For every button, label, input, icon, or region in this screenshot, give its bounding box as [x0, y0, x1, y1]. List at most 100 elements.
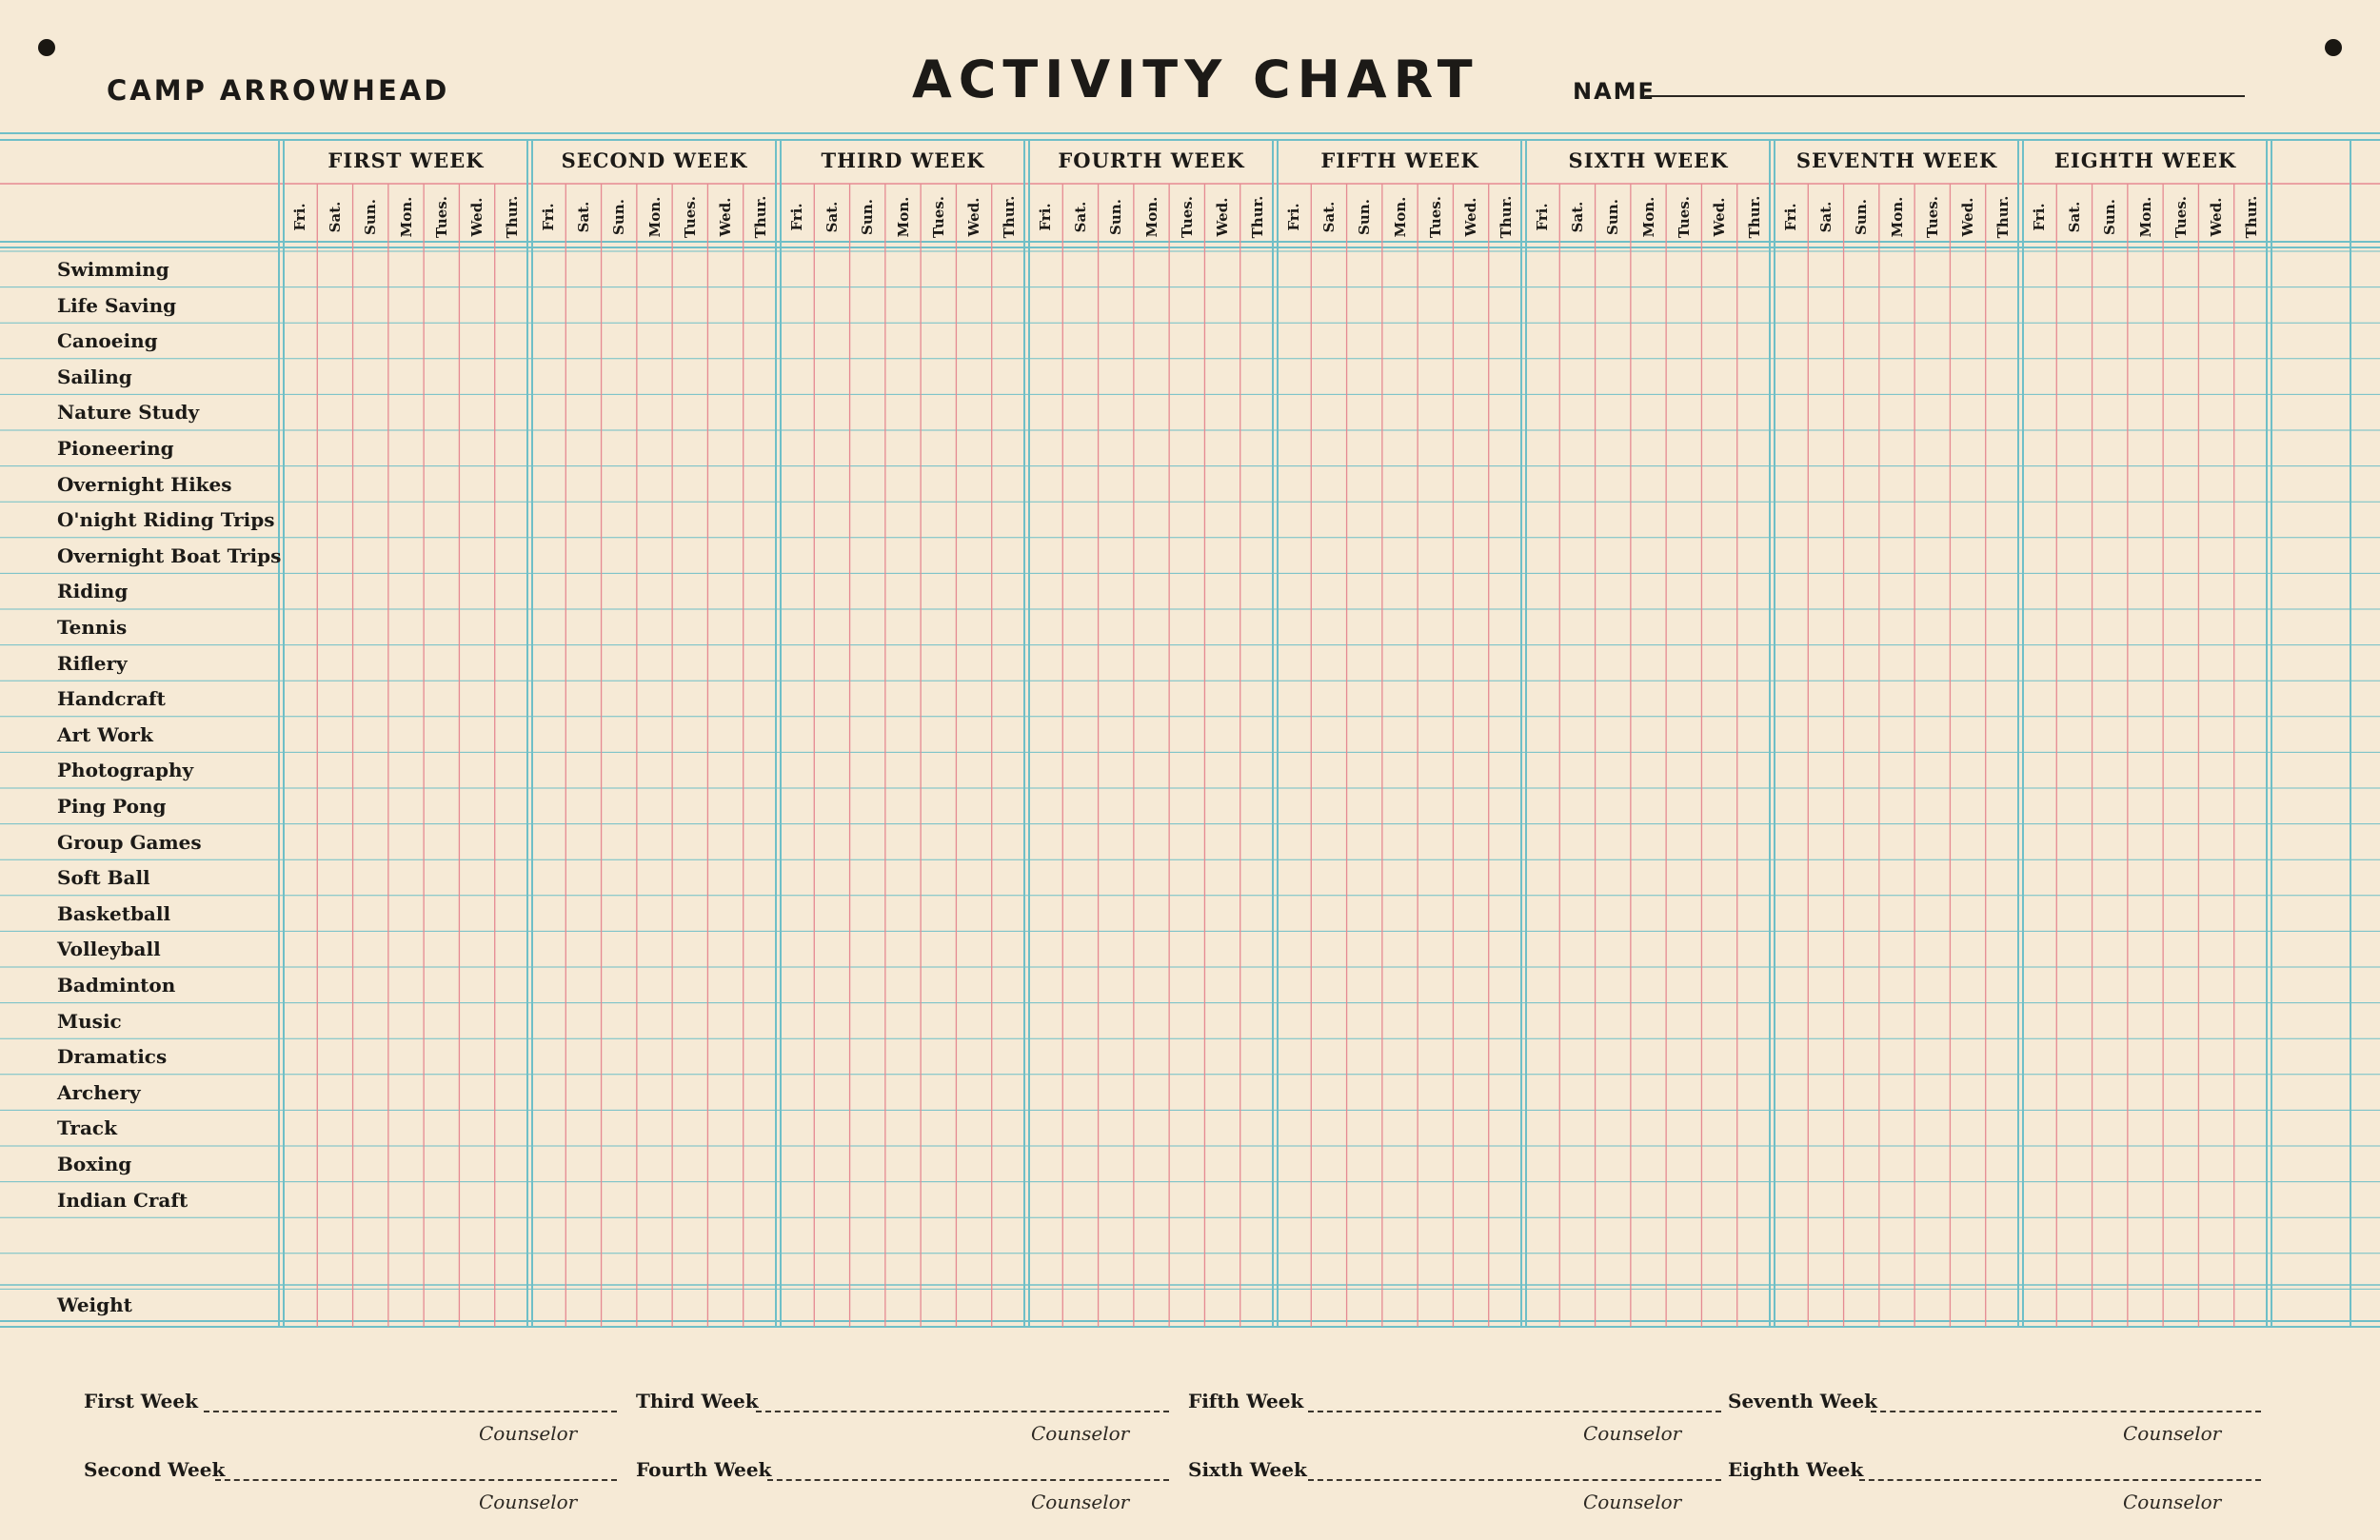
day-header: Sat.: [1071, 201, 1089, 233]
day-header: Sun.: [362, 199, 380, 235]
signature-field[interactable]: [1308, 1411, 1721, 1412]
signature-week-label: Third Week: [636, 1390, 759, 1412]
day-header: Mon.: [1888, 196, 1906, 238]
activity-label: Photography: [57, 759, 194, 782]
day-header: Tues.: [929, 196, 947, 238]
signature-field[interactable]: [204, 1411, 617, 1412]
counselor-caption: Counselor: [1031, 1491, 1130, 1513]
activity-label: Basketball: [57, 901, 171, 925]
day-header: Mon.: [645, 196, 664, 238]
activity-label: Indian Craft: [57, 1188, 188, 1212]
activity-label: Dramatics: [57, 1045, 168, 1069]
counselor-caption: Counselor: [2123, 1491, 2222, 1513]
day-header: Mon.: [2136, 196, 2154, 238]
activity-label: Overnight Hikes: [57, 472, 232, 496]
signature-week-label: Eighth Week: [1728, 1458, 1864, 1481]
activity-label: O'night Riding Trips: [57, 508, 275, 532]
signature-field[interactable]: [767, 1479, 1169, 1481]
day-header: Tues.: [1426, 196, 1444, 238]
week-header: EIGHTH WEEK: [2053, 148, 2237, 172]
weight-label: Weight: [57, 1293, 132, 1316]
day-header: Wed.: [717, 197, 735, 237]
activity-label: Pioneering: [57, 437, 174, 460]
activity-label: Track: [57, 1116, 117, 1140]
day-header: Sat.: [1568, 201, 1586, 233]
signature-week-label: First Week: [84, 1390, 198, 1412]
day-header: Mon.: [1142, 196, 1160, 238]
day-header: Fri.: [290, 203, 308, 231]
week-header: SIXTH WEEK: [1568, 148, 1729, 172]
day-header: Wed.: [2208, 197, 2226, 237]
day-header: Sat.: [1319, 201, 1338, 233]
activity-label: Riding: [57, 580, 129, 603]
day-header: Fri.: [1533, 203, 1551, 231]
day-header: Mon.: [397, 196, 415, 238]
activity-label: Swimming: [57, 258, 169, 281]
day-header: Tues.: [1923, 196, 1941, 238]
signature-week-label: Second Week: [84, 1458, 226, 1481]
day-header: Thur.: [1497, 195, 1516, 239]
day-header: Wed.: [468, 197, 486, 237]
day-header: Fri.: [1284, 203, 1302, 231]
counselor-caption: Counselor: [1031, 1422, 1130, 1445]
counselor-caption: Counselor: [1583, 1491, 1682, 1513]
signature-week-label: Fifth Week: [1188, 1390, 1304, 1412]
signature-field[interactable]: [1859, 1479, 2261, 1481]
day-header: Sun.: [610, 199, 628, 235]
binder-hole-left: [38, 39, 55, 56]
activity-label: Volleyball: [57, 938, 161, 961]
day-header: Tues.: [2172, 196, 2190, 238]
name-label: NAME: [1573, 78, 1656, 105]
day-header: Sat.: [326, 201, 344, 233]
signature-week-label: Seventh Week: [1728, 1390, 1877, 1412]
week-header: THIRD WEEK: [821, 148, 985, 172]
signature-field[interactable]: [215, 1479, 617, 1481]
day-header: Sun.: [2101, 199, 2119, 235]
day-header: Tues.: [1675, 196, 1693, 238]
activity-label: Archery: [57, 1080, 141, 1104]
signature-week-label: Sixth Week: [1188, 1458, 1307, 1481]
counselor-caption: Counselor: [479, 1422, 578, 1445]
activity-label: Overnight Boat Trips: [57, 543, 282, 567]
signature-field[interactable]: [1871, 1411, 2261, 1412]
activity-label: Boxing: [57, 1153, 132, 1175]
day-header: Mon.: [894, 196, 912, 238]
activity-label: Soft Ball: [57, 866, 150, 890]
day-header: Sun.: [1604, 199, 1622, 235]
day-header: Fri.: [539, 203, 557, 231]
day-header: Mon.: [1639, 196, 1657, 238]
day-header: Wed.: [1959, 197, 1977, 237]
day-header: Sun.: [1107, 199, 1125, 235]
binder-hole-right: [2325, 39, 2342, 56]
day-header: Wed.: [1711, 197, 1729, 237]
camp-name: CAMP ARROWHEAD: [107, 74, 450, 107]
page-title: ACTIVITY CHART: [912, 49, 1479, 109]
signature-field[interactable]: [1308, 1479, 1721, 1481]
day-header: Fri.: [2030, 203, 2048, 231]
day-header: Fri.: [1781, 203, 1799, 231]
activity-label: Riflery: [57, 651, 128, 675]
name-field[interactable]: [1645, 95, 2245, 97]
day-header: Tues.: [681, 196, 699, 238]
day-header: Wed.: [1462, 197, 1480, 237]
day-header: Sat.: [823, 201, 841, 233]
day-header: Thur.: [1994, 195, 2013, 239]
activity-label: Life Saving: [57, 293, 177, 317]
activity-label: Canoeing: [57, 329, 158, 353]
activity-label: Badminton: [57, 974, 176, 997]
day-header: Thur.: [1746, 195, 1764, 239]
day-header: Thur.: [1249, 195, 1267, 239]
day-header: Wed.: [965, 197, 983, 237]
day-header: Thur.: [1001, 195, 1019, 239]
day-header: Fri.: [1036, 203, 1054, 231]
activity-label: Nature Study: [57, 401, 200, 424]
day-header: Sun.: [1356, 199, 1374, 235]
week-header: FIRST WEEK: [327, 148, 485, 172]
week-header: SECOND WEEK: [561, 148, 748, 172]
day-header: Sat.: [574, 201, 592, 233]
day-header: Thur.: [2243, 195, 2261, 239]
signature-field[interactable]: [756, 1411, 1169, 1412]
day-header: Wed.: [1214, 197, 1232, 237]
activity-label: Handcraft: [57, 687, 166, 711]
